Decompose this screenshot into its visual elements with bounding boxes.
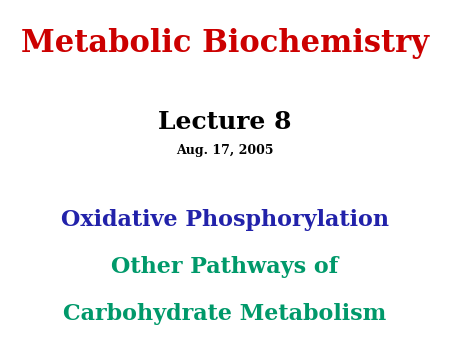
Text: Metabolic Biochemistry: Metabolic Biochemistry	[21, 28, 429, 59]
Text: Aug. 17, 2005: Aug. 17, 2005	[176, 144, 274, 157]
Text: Lecture 8: Lecture 8	[158, 110, 292, 134]
Text: Carbohydrate Metabolism: Carbohydrate Metabolism	[63, 303, 387, 325]
Text: Other Pathways of: Other Pathways of	[112, 256, 338, 278]
Text: Oxidative Phosphorylation: Oxidative Phosphorylation	[61, 209, 389, 231]
